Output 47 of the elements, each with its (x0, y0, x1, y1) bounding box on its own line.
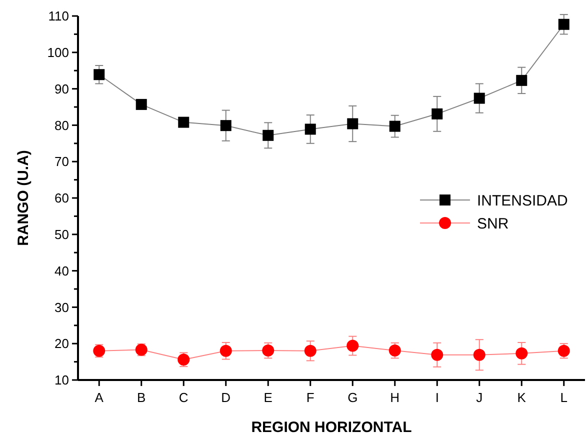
y-tick-label: 30 (54, 300, 69, 315)
point (262, 130, 274, 141)
y-axis-title: RANGO (U.A) (15, 150, 32, 246)
y-tick-label: 100 (47, 44, 69, 60)
point (262, 344, 274, 357)
x-tick-label: D (221, 390, 231, 405)
y-tick-label: 20 (54, 336, 69, 352)
point (94, 69, 105, 80)
y-tick-label: 90 (54, 81, 69, 96)
x-tick-label: B (137, 390, 146, 405)
point (304, 344, 316, 357)
point (516, 347, 528, 360)
point (473, 348, 486, 361)
legend-label: INTENSIDAD (477, 192, 568, 210)
x-axis-title: REGION HORIZONTAL (251, 419, 412, 436)
point (304, 124, 316, 135)
x-tick-label: I (435, 390, 439, 405)
y-tick-label: 50 (54, 226, 69, 242)
x-tick-label: A (94, 390, 104, 405)
legend-label: SNR (477, 215, 509, 232)
x-tick-label: F (306, 390, 314, 405)
y-tick-label: 60 (54, 190, 69, 206)
point (516, 74, 528, 86)
x-tick-label: C (178, 390, 188, 405)
point (136, 98, 147, 110)
point (474, 92, 485, 104)
point (388, 344, 401, 357)
x-tick-label: K (517, 390, 526, 405)
point (220, 344, 232, 357)
y-tick-label: 70 (54, 154, 69, 170)
x-tick-label: E (264, 390, 273, 405)
x-tick-label: L (560, 390, 568, 405)
x-tick-label: J (476, 390, 483, 405)
point (431, 348, 444, 361)
x-tick-label: H (390, 390, 400, 405)
y-tick-label: 40 (54, 263, 69, 278)
y-tick-label: 110 (48, 8, 69, 24)
point (558, 18, 570, 30)
point (347, 118, 358, 130)
point (432, 108, 443, 120)
y-tick-label: 10 (54, 372, 69, 388)
point (220, 120, 232, 132)
point (389, 120, 400, 132)
point (178, 116, 190, 128)
x-tick-label: G (348, 390, 358, 405)
point (346, 340, 359, 352)
y-tick-label: 80 (54, 118, 69, 133)
